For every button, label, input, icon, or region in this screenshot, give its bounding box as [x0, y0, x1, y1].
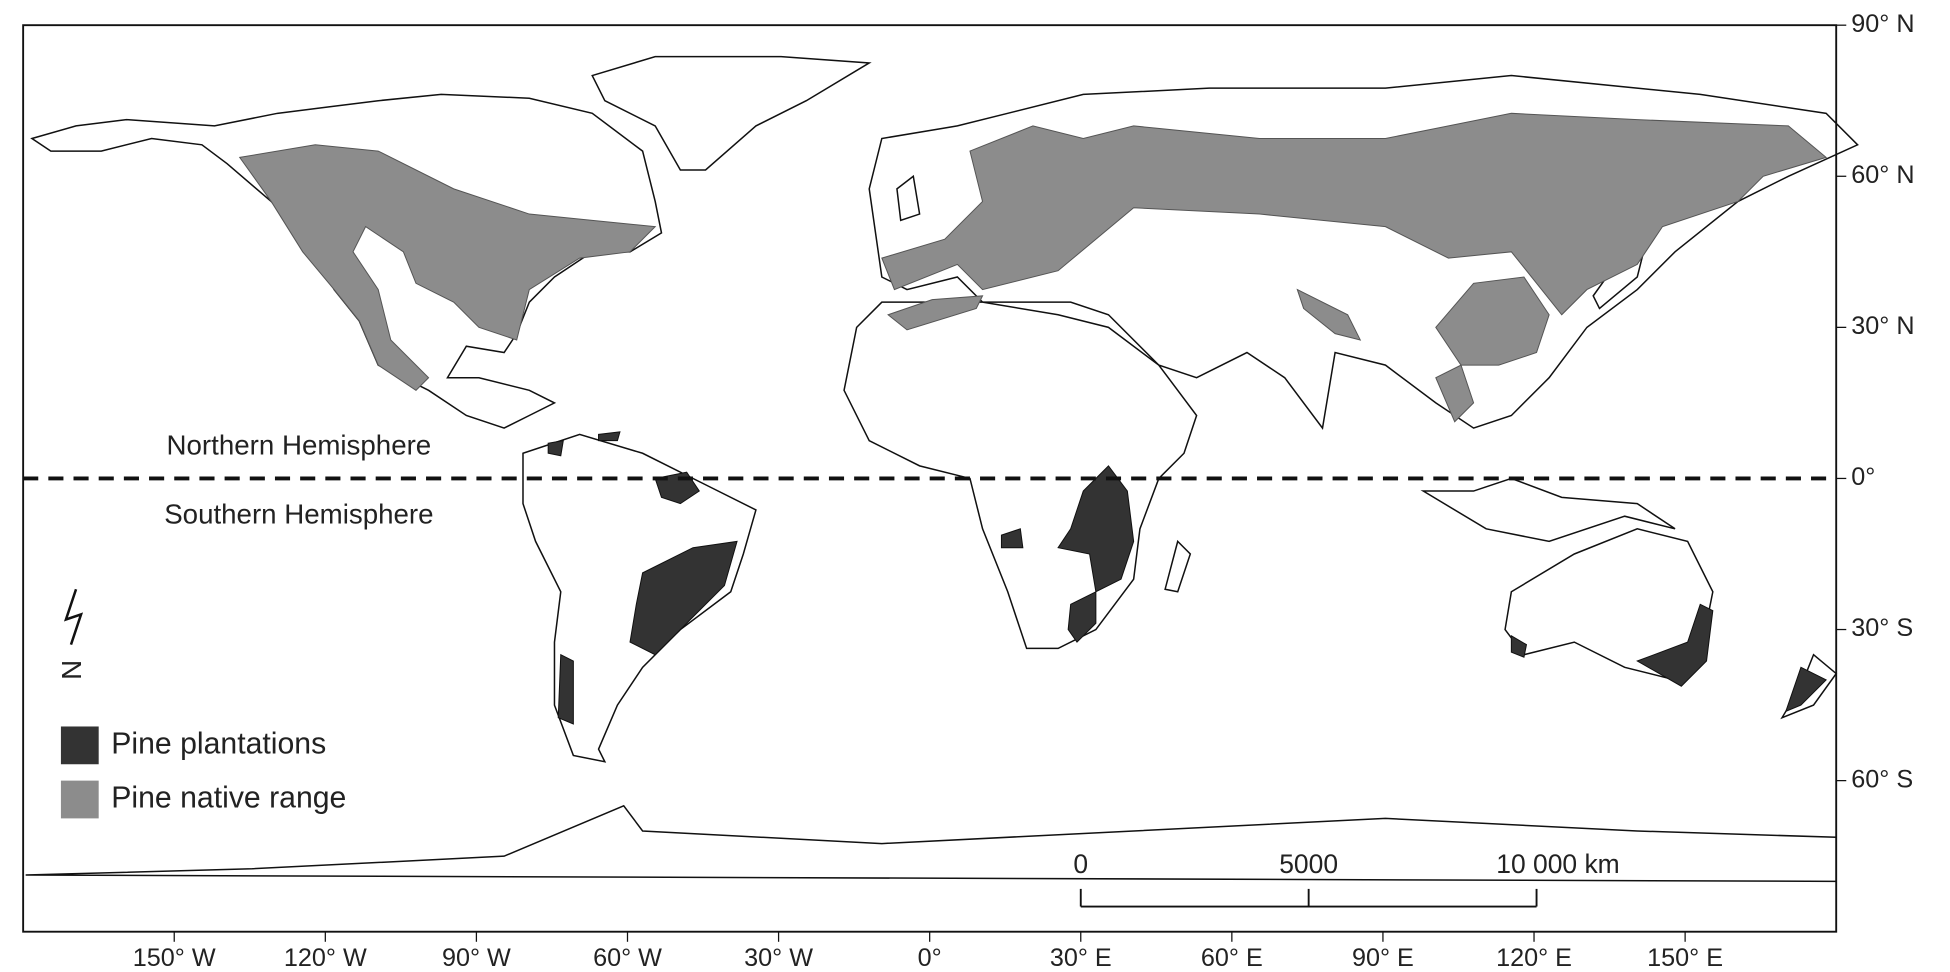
x-tick-label: 90° E [1352, 944, 1414, 972]
plant-aus-sw [1510, 634, 1528, 658]
y-tick-label: 30° S [1851, 614, 1913, 642]
native-china [1435, 276, 1550, 366]
x-tick-label: 60° W [593, 944, 662, 972]
plant-angola [1000, 528, 1024, 549]
y-tick-label: 60° S [1851, 765, 1913, 793]
x-tick-label: 60° E [1201, 944, 1263, 972]
plantations [547, 431, 1827, 725]
x-tick-label: 120° W [284, 944, 367, 972]
indonesia [1420, 477, 1676, 543]
north-arrow-label: N [56, 660, 87, 680]
plant-nz [1784, 666, 1827, 713]
plant-chile [557, 653, 574, 725]
x-tick-label: 0° [918, 944, 942, 972]
legend-swatch [60, 780, 99, 819]
legend-label: Pine plantations [111, 727, 326, 760]
x-tick-label: 150° E [1647, 944, 1723, 972]
plant-venezuela [547, 431, 621, 457]
legend-swatch [60, 726, 99, 765]
native-himalaya [1296, 288, 1362, 341]
greenland [591, 55, 872, 171]
x-tick-label: 150° W [133, 944, 216, 972]
plant-brazil [629, 540, 738, 656]
x-tick-label: 120° E [1496, 944, 1572, 972]
y-tick-label: 30° N [1851, 312, 1914, 340]
x-tick-label: 30° E [1050, 944, 1112, 972]
madagascar [1164, 539, 1192, 593]
native-mediterranean [887, 295, 984, 331]
y-tick-label: 60° N [1851, 161, 1914, 189]
x-tick-label: 30° W [744, 944, 813, 972]
hemisphere-label: Northern Hemisphere [167, 429, 432, 460]
land [25, 55, 1859, 883]
hemisphere-label: Southern Hemisphere [164, 499, 433, 530]
x-tick-label: 90° W [442, 944, 511, 972]
native-canada [238, 144, 657, 391]
legend-label: Pine native range [111, 781, 346, 814]
plant-aus-se [1636, 603, 1714, 687]
scale-label: 10 000 km [1496, 849, 1619, 879]
north-arrow: N [56, 588, 87, 680]
britain [896, 174, 921, 222]
scale-label: 0 [1073, 849, 1088, 879]
native-eurasia [881, 112, 1828, 316]
y-tick-label: 0° [1851, 463, 1875, 491]
africa [843, 301, 1198, 650]
plant-south-africa [1067, 590, 1097, 643]
native-seasia [1435, 364, 1475, 423]
y-tick-label: 90° N [1851, 10, 1914, 38]
native-range [238, 112, 1828, 423]
north-arrow-shape [63, 588, 84, 646]
scale-label: 5000 [1279, 849, 1338, 879]
